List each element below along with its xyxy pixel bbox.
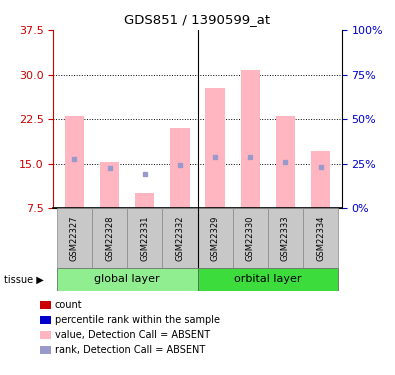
- Bar: [198, 208, 233, 268]
- Bar: [162, 208, 198, 268]
- Bar: [198, 268, 338, 291]
- Text: GSM22333: GSM22333: [281, 215, 290, 261]
- Bar: [233, 208, 268, 268]
- Bar: [135, 193, 154, 208]
- Bar: [57, 208, 92, 268]
- Bar: [100, 162, 119, 208]
- Text: GSM22332: GSM22332: [175, 215, 184, 261]
- Bar: [276, 116, 295, 208]
- Text: GDS851 / 1390599_at: GDS851 / 1390599_at: [124, 13, 271, 26]
- Text: count: count: [55, 300, 82, 310]
- Text: GSM22334: GSM22334: [316, 215, 325, 261]
- Text: GSM22327: GSM22327: [70, 215, 79, 261]
- Text: percentile rank within the sample: percentile rank within the sample: [55, 315, 220, 325]
- Bar: [205, 88, 225, 208]
- Text: value, Detection Call = ABSENT: value, Detection Call = ABSENT: [55, 330, 210, 340]
- Bar: [268, 208, 303, 268]
- Bar: [57, 268, 198, 291]
- Bar: [170, 128, 190, 208]
- Text: GSM22328: GSM22328: [105, 215, 114, 261]
- Text: GSM22330: GSM22330: [246, 215, 255, 261]
- Text: GSM22329: GSM22329: [211, 215, 220, 261]
- Bar: [92, 208, 127, 268]
- Text: orbital layer: orbital layer: [234, 274, 301, 284]
- Bar: [241, 70, 260, 208]
- Bar: [303, 208, 338, 268]
- Bar: [311, 150, 330, 208]
- Text: global layer: global layer: [94, 274, 160, 284]
- Text: GSM22331: GSM22331: [140, 215, 149, 261]
- Bar: [127, 208, 162, 268]
- Text: rank, Detection Call = ABSENT: rank, Detection Call = ABSENT: [55, 345, 205, 355]
- Text: tissue ▶: tissue ▶: [4, 274, 44, 284]
- Bar: [65, 116, 84, 208]
